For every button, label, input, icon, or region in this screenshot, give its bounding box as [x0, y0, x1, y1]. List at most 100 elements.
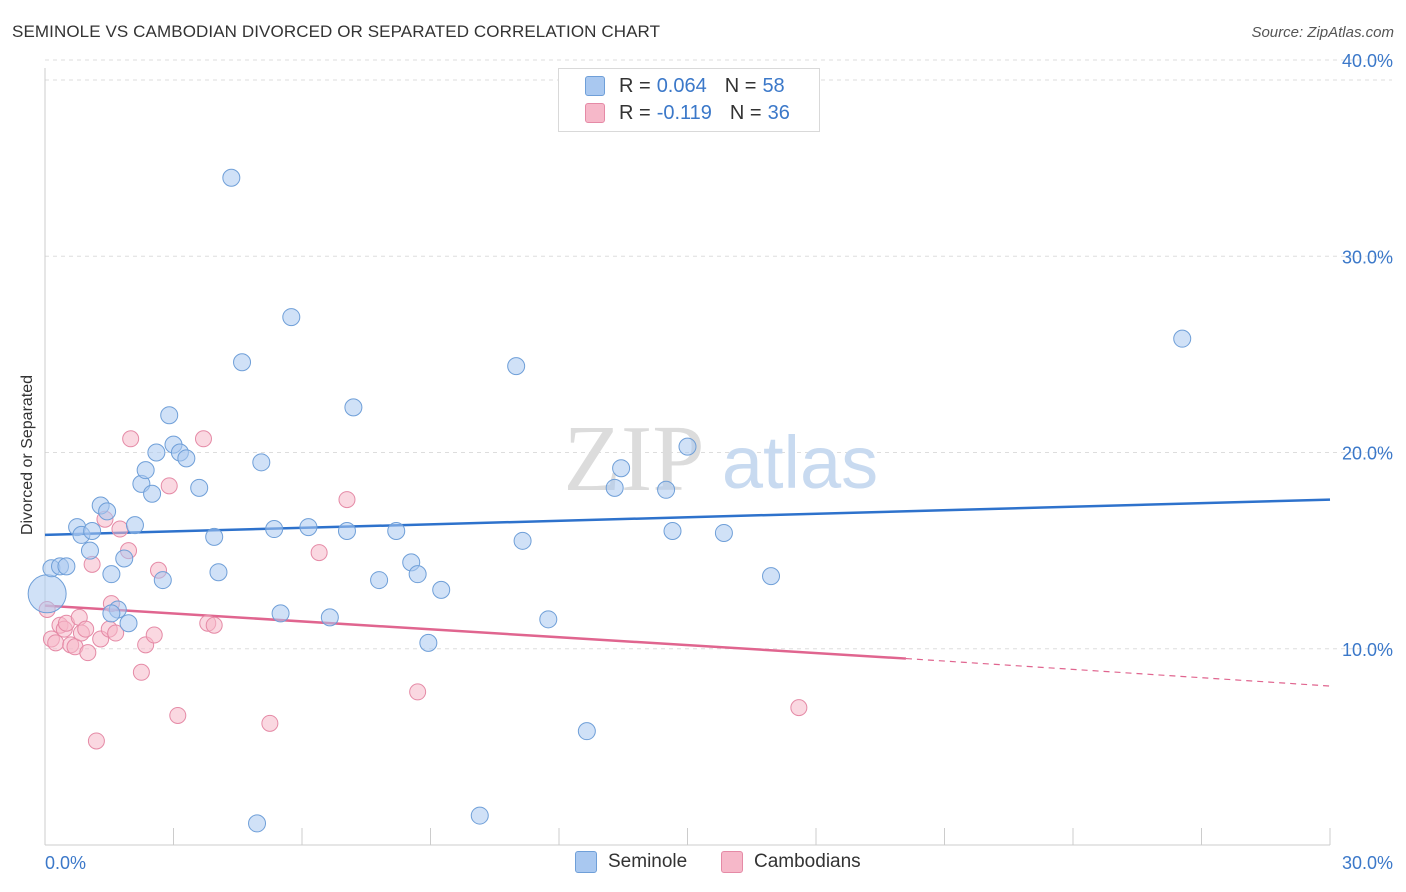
cambodians-trendline	[44, 604, 907, 660]
seminole-point	[143, 484, 162, 503]
seminole-point	[102, 565, 121, 584]
source-credit: Source: ZipAtlas.com	[1251, 24, 1394, 41]
bottom-legend-label: Cambodians	[754, 851, 861, 872]
cambodians-point	[87, 732, 105, 750]
cambodians-swatch	[585, 103, 605, 123]
seminole-point	[539, 610, 558, 629]
grid-lines	[45, 59, 1392, 650]
y-tick-label: 20.0%	[1342, 444, 1393, 464]
seminole-point	[432, 580, 451, 599]
bottom-legend-label: Seminole	[608, 851, 688, 872]
cambodians-point	[145, 626, 163, 644]
seminole-swatch	[575, 851, 597, 873]
seminole-point	[265, 520, 284, 539]
seminole-point	[282, 308, 301, 327]
cambodians-point	[194, 430, 212, 448]
chart-title: SEMINOLE VS CAMBODIAN DIVORCED OR SEPARA…	[12, 22, 661, 41]
legend-n-label: N =	[724, 74, 757, 97]
cambodians-point	[205, 616, 223, 634]
cambodians-point	[790, 699, 808, 717]
seminole-point	[612, 459, 631, 478]
watermark: ZIP atlas	[564, 407, 879, 511]
cambodians-point	[132, 663, 150, 681]
seminole-point	[344, 398, 363, 417]
cambodians-point	[79, 644, 97, 662]
seminole-point	[27, 574, 67, 614]
cambodians-point	[261, 714, 279, 732]
seminole-point	[205, 527, 224, 546]
cambodians-point	[310, 544, 328, 562]
seminole-point	[57, 557, 76, 576]
seminole-swatch	[585, 76, 605, 96]
cambodians-point	[107, 624, 125, 642]
seminole-point	[119, 614, 138, 633]
seminole-point	[577, 722, 596, 741]
seminole-point	[98, 502, 117, 521]
seminole-point	[299, 518, 318, 537]
seminole-point	[125, 516, 144, 535]
cambodians-point	[111, 520, 129, 538]
trendlines	[44, 498, 1331, 687]
seminole-point	[507, 357, 526, 376]
x-tick-label: 30.0%	[1342, 853, 1393, 873]
y-tick-label: 30.0%	[1342, 247, 1393, 267]
seminole-point	[102, 604, 121, 623]
seminole-point	[271, 604, 290, 623]
seminole-point	[605, 478, 624, 497]
seminole-point	[408, 565, 427, 584]
cambodians-point	[122, 430, 140, 448]
cambodians-point	[338, 491, 356, 509]
y-tick-labels: 10.0% 20.0% 30.0% 40.0%	[1342, 51, 1393, 660]
seminole-point	[370, 571, 389, 590]
seminole-point	[136, 461, 155, 480]
watermark-zip: ZIP	[564, 407, 705, 511]
seminole-point	[160, 406, 179, 425]
bottom-legend-seminole: Seminole	[575, 851, 687, 873]
seminole-point	[387, 522, 406, 540]
seminole-point	[762, 567, 781, 586]
data-points	[27, 168, 1192, 833]
cambodians-point	[77, 620, 95, 638]
legend-n-label: N =	[729, 101, 762, 124]
cambodians-trendline-extension	[905, 657, 1331, 687]
y-tick-label: 10.0%	[1342, 640, 1393, 660]
cambodians-point	[169, 706, 187, 724]
seminole-point	[337, 522, 356, 540]
legend-n-value: 36	[767, 101, 790, 124]
bottom-legend-cambodians: Cambodians	[721, 851, 861, 873]
cambodians-point	[160, 477, 178, 495]
seminole-point	[663, 522, 682, 540]
x-tick-labels: 0.0% 30.0%	[45, 853, 1393, 873]
seminole-point	[147, 443, 166, 462]
watermark-atlas: atlas	[722, 421, 878, 504]
axes	[44, 68, 1331, 846]
seminole-point	[115, 549, 134, 568]
seminole-point	[80, 541, 99, 560]
seminole-point	[513, 531, 532, 550]
cambodians-point	[409, 683, 427, 701]
x-tick-label: 0.0%	[45, 853, 86, 873]
seminole-point	[470, 806, 489, 825]
cambodians-point	[47, 634, 65, 652]
legend: R = 0.064 N = 58 R = -0.119 N = 36	[558, 68, 820, 132]
seminole-trendline	[44, 498, 1331, 537]
seminole-point	[222, 168, 241, 187]
seminole-point	[209, 563, 228, 582]
legend-row-seminole: R = 0.064 N = 58	[559, 73, 785, 99]
legend-r-label: R =	[619, 74, 651, 97]
seminole-point	[190, 478, 209, 497]
legend-row-cambodians: R = -0.119 N = 36	[559, 100, 790, 126]
legend-r-label: R =	[619, 101, 651, 124]
y-tick-label: 40.0%	[1342, 51, 1393, 71]
legend-r-value: 0.064	[656, 74, 707, 97]
seminole-point	[714, 523, 733, 542]
seminole-point	[248, 814, 267, 833]
seminole-point	[83, 522, 102, 540]
seminole-point	[320, 608, 339, 627]
seminole-point	[657, 480, 676, 499]
seminole-point	[1173, 329, 1192, 348]
bottom-legend: Seminole Cambodians	[0, 851, 1406, 877]
seminole-point	[678, 437, 697, 456]
cambodians-swatch	[721, 851, 743, 873]
seminole-point	[177, 449, 196, 468]
